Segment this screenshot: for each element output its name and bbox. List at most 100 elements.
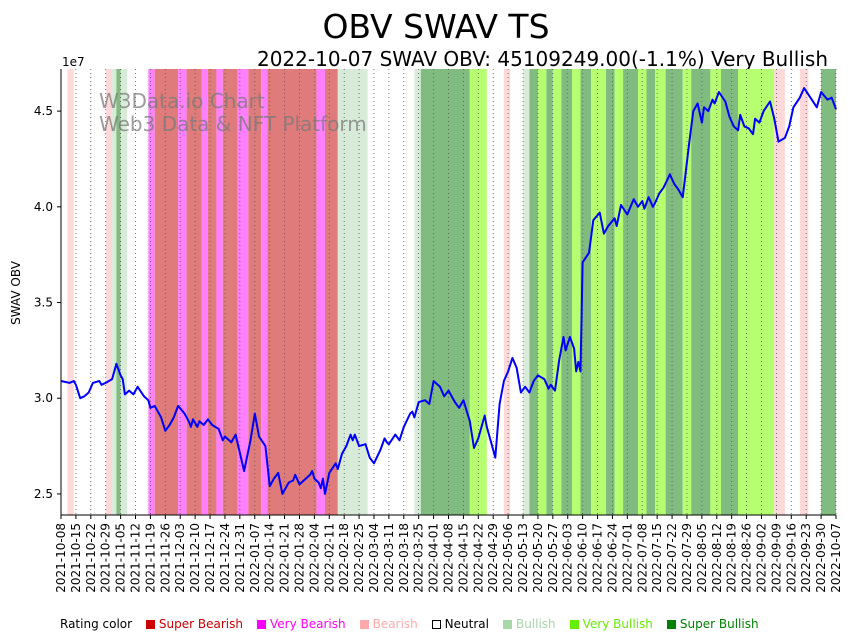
x-tick-label: 2022-07-29	[680, 523, 694, 593]
rating-band	[178, 69, 187, 515]
legend-item: Super Bullish	[661, 617, 763, 631]
rating-band	[646, 69, 656, 515]
x-tick-label: 2022-07-01	[620, 523, 634, 593]
x-tick-label: 2022-08-05	[695, 523, 709, 593]
legend-items: Super Bearish Very Bearish Bearish Neutral B…	[140, 617, 767, 631]
x-tick-label: 2022-10-07	[829, 523, 843, 593]
rating-band	[116, 69, 121, 515]
x-tick-label: 2021-11-05	[114, 523, 128, 593]
rating-band	[710, 69, 722, 515]
rating-band	[503, 69, 511, 515]
x-tick-label: 2022-03-25	[412, 523, 426, 593]
x-tick-label: 2022-01-07	[248, 523, 262, 593]
x-tick-label: 2021-10-08	[54, 523, 68, 593]
legend-item-label: Very Bullish	[582, 617, 653, 631]
rating-band	[774, 69, 785, 515]
legend-swatch	[145, 620, 155, 629]
rating-band	[469, 69, 487, 515]
obv-line	[60, 87, 837, 495]
y-tick-label: 4.5	[34, 104, 53, 118]
rating-band	[523, 69, 530, 515]
rating-band	[591, 69, 607, 515]
rating-band	[216, 69, 223, 515]
x-tick-label: 2022-05-20	[531, 523, 545, 593]
x-tick-label: 2021-11-12	[129, 523, 143, 593]
x-tick-label: 2021-12-10	[188, 523, 202, 593]
rating-band	[655, 69, 666, 515]
rating-band	[420, 69, 470, 515]
chart-title: OBV SWAV TS	[322, 7, 549, 46]
x-tick-label: 2022-04-29	[486, 523, 500, 593]
x-tick-label: 2022-09-23	[799, 523, 813, 593]
x-tick-label: 2022-08-26	[740, 523, 754, 593]
x-tick-label: 2022-04-08	[442, 523, 456, 593]
rating-band	[561, 69, 572, 515]
x-tick-label: 2022-03-04	[367, 523, 381, 593]
rating-band	[248, 69, 262, 515]
rating-band	[721, 69, 739, 515]
x-tick-label: 2022-07-08	[635, 523, 649, 593]
legend-swatch	[502, 620, 512, 629]
rating-band	[325, 69, 338, 515]
legend-label: Rating color	[60, 617, 133, 631]
x-tick-label: 2021-12-31	[233, 523, 247, 593]
legend-item-label: Bullish	[515, 617, 556, 631]
x-tick-label: 2021-11-26	[158, 523, 172, 593]
rating-band	[105, 69, 113, 515]
x-tick-label: 2022-02-25	[352, 523, 366, 593]
x-tick-label: 2022-02-11	[322, 523, 336, 593]
legend-item: Very Bullish	[564, 617, 657, 631]
rating-band	[637, 69, 647, 515]
y-tick-label: 2.5	[34, 487, 53, 501]
legend-swatch	[256, 620, 266, 629]
rating-band	[606, 69, 615, 515]
legend-item: Super Bearish	[140, 617, 247, 631]
rating-band	[691, 69, 711, 515]
x-tick-label: 2022-05-13	[516, 523, 530, 593]
rating-band	[552, 69, 562, 515]
rating-band	[186, 69, 202, 515]
rating-band	[529, 69, 538, 515]
legend-swatch	[359, 620, 369, 629]
x-tick-label: 2022-06-17	[591, 523, 605, 593]
x-tick-label: 2022-03-18	[397, 523, 411, 593]
x-tick-label: 2022-06-24	[605, 523, 619, 593]
watermark-line-2: Web3 Data & NFT Platform	[99, 112, 367, 136]
x-tick-label: 2022-05-27	[546, 523, 560, 593]
legend-item-label: Bearish	[372, 617, 418, 631]
x-tick-label: 2022-04-15	[456, 523, 470, 593]
x-tick-label: 2022-08-19	[725, 523, 739, 593]
x-tick-label: 2022-07-22	[665, 523, 679, 593]
x-tick-label: 2021-12-17	[203, 523, 217, 593]
x-tick-label: 2021-12-03	[173, 523, 187, 593]
rating-band	[67, 69, 74, 515]
rating-band	[222, 69, 238, 515]
legend-item: Neutral	[426, 617, 493, 631]
x-tick-label: 2021-12-24	[218, 523, 232, 593]
x-tick-label: 2022-09-16	[784, 523, 798, 593]
rating-band	[414, 69, 421, 515]
rating-band	[614, 69, 624, 515]
rating-band	[112, 69, 117, 515]
x-tick-label: 2022-03-11	[382, 523, 396, 593]
rating-band	[154, 69, 179, 515]
y-tick-label: 3.0	[34, 391, 53, 405]
rating-band	[207, 69, 217, 515]
rating-legend: Rating color Super Bearish Very Bearish Be…	[60, 617, 771, 631]
x-ticks: 2021-10-08 2021-10-15 2021-10-22 2021-10-29…	[54, 515, 843, 593]
watermark-line-1: W3Data.io Chart	[99, 89, 265, 113]
x-tick-label: 2022-01-21	[278, 523, 292, 593]
legend-swatch	[666, 620, 676, 629]
x-tick-label: 2022-01-14	[263, 523, 277, 593]
rating-band	[546, 69, 553, 515]
x-tick-label: 2022-09-02	[754, 523, 768, 593]
legend-item-label: Super Bullish	[679, 617, 759, 631]
x-tick-label: 2022-09-30	[814, 523, 828, 593]
x-tick-label: 2022-01-28	[292, 523, 306, 593]
legend-item: Very Bearish	[251, 617, 350, 631]
rating-band	[537, 69, 547, 515]
x-tick-label: 2022-04-22	[471, 523, 485, 593]
x-tick-label: 2022-02-18	[337, 523, 351, 593]
rating-band	[316, 69, 326, 515]
